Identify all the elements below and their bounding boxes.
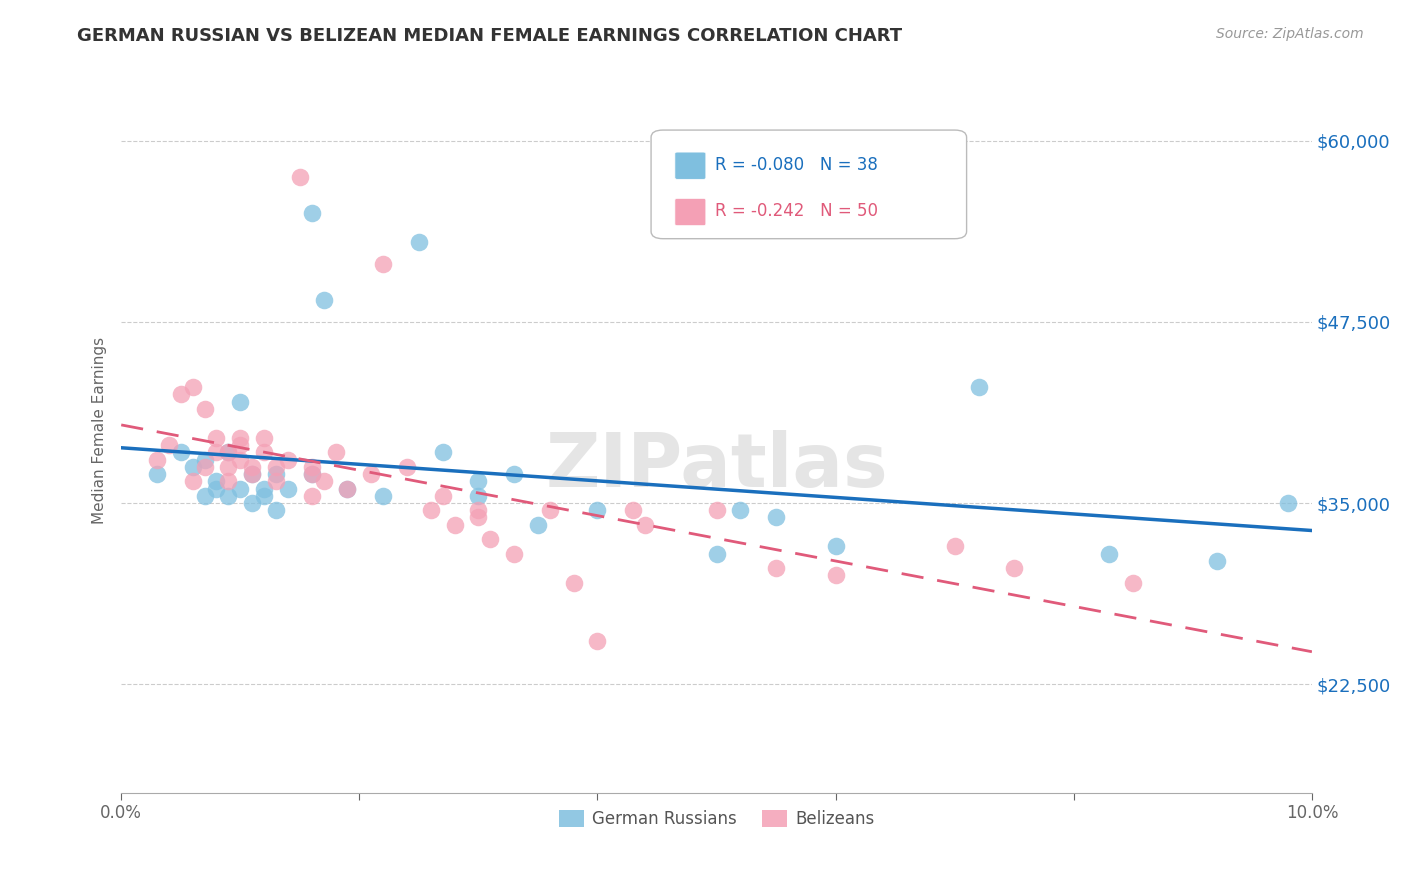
Point xyxy=(205,445,228,459)
FancyBboxPatch shape xyxy=(675,152,706,179)
Point xyxy=(336,482,359,496)
Point xyxy=(277,452,299,467)
Point xyxy=(217,445,239,459)
Point xyxy=(240,459,263,474)
Point xyxy=(264,459,287,474)
Point xyxy=(193,489,215,503)
Point xyxy=(217,459,239,474)
Point xyxy=(1002,561,1025,575)
Point xyxy=(253,482,276,496)
Point xyxy=(229,452,252,467)
Point xyxy=(288,170,311,185)
Point xyxy=(467,489,489,503)
Point xyxy=(301,467,323,481)
Point xyxy=(527,517,550,532)
Text: GERMAN RUSSIAN VS BELIZEAN MEDIAN FEMALE EARNINGS CORRELATION CHART: GERMAN RUSSIAN VS BELIZEAN MEDIAN FEMALE… xyxy=(77,27,903,45)
Point xyxy=(205,431,228,445)
Point xyxy=(408,235,430,250)
Point xyxy=(217,475,239,489)
Text: R = -0.242   N = 50: R = -0.242 N = 50 xyxy=(716,202,879,220)
Point xyxy=(264,503,287,517)
Point xyxy=(634,517,657,532)
Point xyxy=(824,540,846,554)
Point xyxy=(943,540,966,554)
Point xyxy=(586,633,609,648)
Y-axis label: Median Female Earnings: Median Female Earnings xyxy=(93,337,107,524)
Point xyxy=(538,503,561,517)
Point xyxy=(312,293,335,308)
Point xyxy=(205,475,228,489)
Point xyxy=(217,445,239,459)
Point xyxy=(562,575,585,590)
Point xyxy=(373,257,395,271)
Point xyxy=(503,467,526,481)
Point xyxy=(467,503,489,517)
Point xyxy=(253,489,276,503)
Point xyxy=(730,503,752,517)
Point xyxy=(264,475,287,489)
Point xyxy=(621,503,644,517)
Point xyxy=(419,503,441,517)
Point xyxy=(765,510,787,524)
Point xyxy=(467,510,489,524)
Point xyxy=(193,459,215,474)
Point xyxy=(1277,496,1299,510)
Text: R = -0.080   N = 38: R = -0.080 N = 38 xyxy=(716,156,879,174)
Point xyxy=(765,561,787,575)
Point xyxy=(432,489,454,503)
Point xyxy=(1098,547,1121,561)
Point xyxy=(706,503,728,517)
Point xyxy=(253,431,276,445)
Point xyxy=(277,482,299,496)
Point xyxy=(181,475,204,489)
Point xyxy=(586,503,609,517)
Point xyxy=(325,445,347,459)
Point xyxy=(240,496,263,510)
Point xyxy=(240,467,263,481)
Point xyxy=(312,475,335,489)
Point xyxy=(240,467,263,481)
Point xyxy=(301,467,323,481)
Text: Source: ZipAtlas.com: Source: ZipAtlas.com xyxy=(1216,27,1364,41)
Point xyxy=(479,532,502,546)
Point xyxy=(146,452,169,467)
Point xyxy=(967,380,990,394)
Point xyxy=(432,445,454,459)
Point xyxy=(264,467,287,481)
Point xyxy=(373,489,395,503)
Point xyxy=(205,482,228,496)
Point xyxy=(181,459,204,474)
Point xyxy=(229,394,252,409)
Point xyxy=(1205,554,1227,568)
Point xyxy=(301,489,323,503)
Point xyxy=(157,438,180,452)
Point xyxy=(360,467,382,481)
FancyBboxPatch shape xyxy=(651,130,966,239)
FancyBboxPatch shape xyxy=(675,198,706,226)
Point xyxy=(467,475,489,489)
Point xyxy=(229,482,252,496)
Point xyxy=(336,482,359,496)
Text: ZIPatlas: ZIPatlas xyxy=(546,430,887,503)
Legend: German Russians, Belizeans: German Russians, Belizeans xyxy=(553,804,882,835)
Point xyxy=(170,387,193,401)
Point xyxy=(301,459,323,474)
Point xyxy=(1122,575,1144,590)
Point xyxy=(193,401,215,416)
Point xyxy=(181,380,204,394)
Point xyxy=(443,517,465,532)
Point xyxy=(301,206,323,220)
Point xyxy=(146,467,169,481)
Point xyxy=(395,459,418,474)
Point xyxy=(706,547,728,561)
Point xyxy=(229,431,252,445)
Point xyxy=(824,568,846,582)
Point xyxy=(253,445,276,459)
Point xyxy=(170,445,193,459)
Point xyxy=(229,438,252,452)
Point xyxy=(217,489,239,503)
Point xyxy=(503,547,526,561)
Point xyxy=(193,452,215,467)
